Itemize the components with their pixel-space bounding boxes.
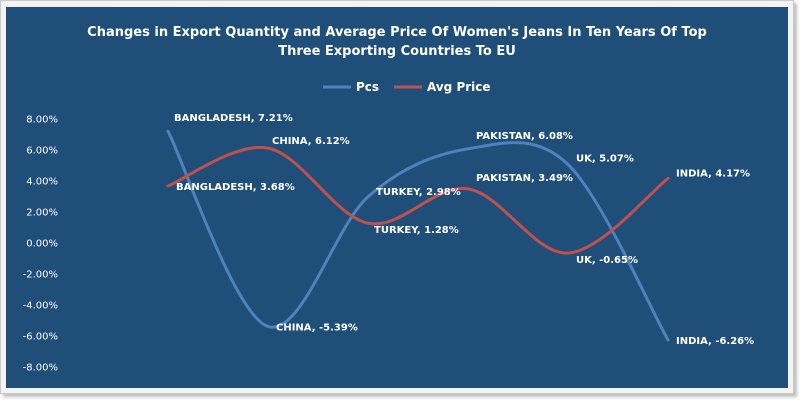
y-tick-label: 0.00% bbox=[26, 239, 58, 250]
y-tick-label: 8.00% bbox=[26, 115, 58, 126]
chart-frame: Changes in Export Quantity and Average P… bbox=[0, 0, 794, 394]
y-tick-label: -8.00% bbox=[23, 363, 58, 374]
y-tick-label: 2.00% bbox=[26, 208, 58, 219]
chart-title-line-2: Three Exporting Countries To EU bbox=[278, 44, 516, 59]
data-label-pcs: BANGLADESH, 7.21% bbox=[174, 113, 293, 124]
y-tick-label: 6.00% bbox=[26, 146, 58, 157]
data-label-pcs: UK, 5.07% bbox=[576, 153, 634, 164]
series-line-pcs bbox=[166, 129, 670, 342]
series-line-avg-price bbox=[166, 145, 670, 255]
data-label-pcs: TURKEY, 2.98% bbox=[376, 187, 461, 198]
data-label-avg-price: CHINA, 6.12% bbox=[272, 136, 350, 147]
chart-panel: Changes in Export Quantity and Average P… bbox=[6, 7, 788, 388]
data-label-avg-price: TURKEY, 1.28% bbox=[374, 225, 459, 236]
y-tick-label: -6.00% bbox=[23, 332, 58, 343]
data-label-avg-price: INDIA, 4.17% bbox=[676, 168, 750, 179]
y-tick-label: -2.00% bbox=[23, 270, 58, 281]
y-axis: 8.00% 6.00% 4.00% 2.00% 0.00% -2.00% -4.00% -6.… bbox=[23, 115, 58, 374]
series-lines bbox=[166, 129, 670, 342]
line-chart: Changes in Export Quantity and Average P… bbox=[23, 25, 755, 374]
data-label-pcs: PAKISTAN, 6.08% bbox=[476, 131, 573, 142]
data-label-avg-price: BANGLADESH, 3.68% bbox=[176, 182, 295, 193]
chart-title-line-1: Changes in Export Quantity and Average P… bbox=[87, 25, 707, 40]
data-label-avg-price: PAKISTAN, 3.49% bbox=[476, 173, 573, 184]
y-tick-label: 4.00% bbox=[26, 177, 58, 188]
legend-label-pcs: Pcs bbox=[356, 80, 379, 94]
data-label-pcs: INDIA, -6.26% bbox=[676, 336, 754, 347]
legend-label-avg-price: Avg Price bbox=[427, 80, 491, 94]
data-labels: BANGLADESH, 7.21% CHINA, -5.39% TURKEY, 2.… bbox=[174, 113, 754, 347]
legend: Pcs Avg Price bbox=[323, 80, 491, 94]
y-tick-label: -4.00% bbox=[23, 301, 58, 312]
data-label-pcs: CHINA, -5.39% bbox=[276, 323, 358, 334]
data-label-avg-price: UK, -0.65% bbox=[576, 255, 638, 266]
